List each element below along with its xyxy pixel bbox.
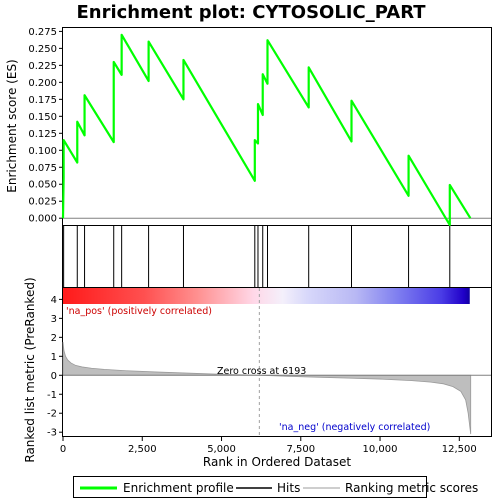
x-tick-label: 2,500 bbox=[128, 444, 157, 455]
neg-correlated-label: 'na_neg' (negatively correlated) bbox=[279, 422, 430, 433]
legend-metric-label: Ranking metric scores bbox=[345, 481, 478, 495]
rank-color-bar bbox=[63, 288, 470, 304]
es-y-tick-label: 0.250 bbox=[28, 44, 57, 55]
legend: Enrichment profile Hits Ranking metric s… bbox=[73, 476, 478, 498]
x-tick-label: 0 bbox=[60, 444, 66, 455]
es-y-tick-label: 0.000 bbox=[28, 214, 57, 225]
hits-panel bbox=[63, 226, 470, 304]
legend-frame bbox=[73, 476, 427, 498]
zero-cross-label: Zero cross at 6193 bbox=[217, 366, 306, 377]
metric-y-axis-label: Ranked list metric (PreRanked) bbox=[23, 277, 37, 462]
metric-panel-frame bbox=[62, 287, 492, 437]
x-tick-label: 5,000 bbox=[207, 444, 236, 455]
legend-enrichment-label: Enrichment profile bbox=[123, 481, 234, 495]
es-y-tick-label: 0.125 bbox=[28, 129, 57, 140]
ranking-metric-area bbox=[62, 342, 472, 435]
metric-panel: 4 3 2 1 0 -1 -2 -3 bbox=[47, 288, 491, 439]
es-y-tick-label: 0.175 bbox=[28, 95, 57, 106]
metric-y-tick-label: -3 bbox=[47, 428, 57, 439]
es-panel: 0.275 0.250 0.225 0.200 0.175 0.150 0.125 0.100… bbox=[28, 27, 491, 227]
metric-y-tick-label: 2 bbox=[51, 333, 57, 344]
es-y-tick-label: 0.100 bbox=[28, 146, 57, 157]
x-tick-label: 7,500 bbox=[286, 444, 315, 455]
es-y-tick-label: 0.200 bbox=[28, 78, 57, 89]
es-y-tick-label: 0.150 bbox=[28, 112, 57, 123]
x-axis: 0 2,500 5,000 7,500 10,000 12,500 bbox=[60, 437, 477, 455]
es-y-axis-label: Enrichment score (ES) bbox=[5, 59, 19, 192]
metric-y-tick-label: 0 bbox=[51, 371, 57, 382]
es-y-tick-label: 0.050 bbox=[28, 180, 57, 191]
legend-hits-label: Hits bbox=[277, 481, 300, 495]
pos-correlated-label: 'na_pos' (positively correlated) bbox=[66, 306, 212, 317]
metric-y-tick-label: 1 bbox=[51, 352, 57, 363]
es-y-tick-label: 0.275 bbox=[28, 27, 57, 38]
metric-y-tick-label: -2 bbox=[47, 409, 57, 420]
metric-y-tick-label: 4 bbox=[51, 295, 57, 306]
es-y-tick-label: 0.075 bbox=[28, 163, 57, 174]
enrichment-profile-line bbox=[61, 33, 472, 227]
metric-y-tick-label: -1 bbox=[47, 390, 57, 401]
x-axis-label: Rank in Ordered Dataset bbox=[203, 455, 351, 469]
x-tick-label: 10,000 bbox=[363, 444, 398, 455]
es-y-tick-label: 0.225 bbox=[28, 61, 57, 72]
x-tick-label: 12,500 bbox=[442, 444, 477, 455]
chart-title: Enrichment plot: CYTOSOLIC_PART bbox=[76, 2, 426, 23]
metric-y-tick-label: 3 bbox=[51, 314, 57, 325]
es-y-tick-label: 0.025 bbox=[28, 197, 57, 208]
hits-panel-frame bbox=[62, 225, 492, 288]
